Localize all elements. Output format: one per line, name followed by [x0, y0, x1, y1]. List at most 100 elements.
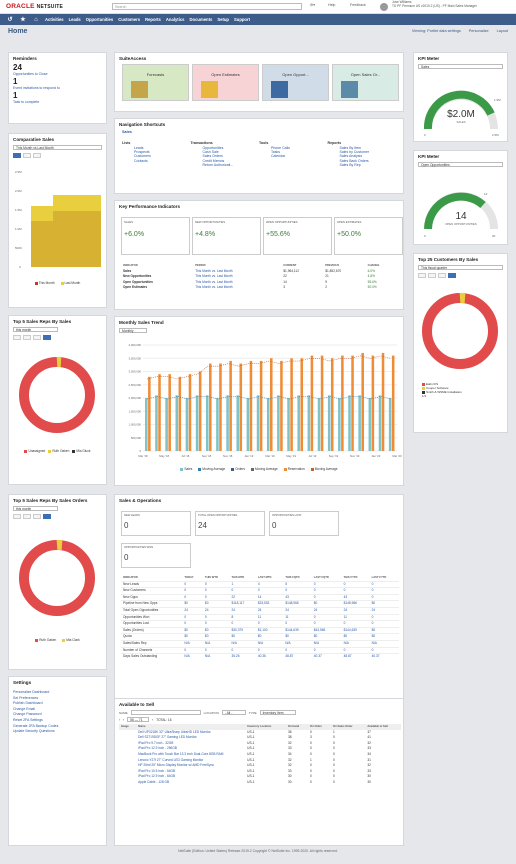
legend-item[interactable]: Sales — [180, 467, 192, 471]
table-cell[interactable]: N/A — [204, 654, 211, 659]
table-cell[interactable]: N/A — [231, 640, 237, 645]
table-cell[interactable]: N/A — [343, 640, 349, 645]
table-cell[interactable]: 0 — [343, 588, 346, 593]
star-icon[interactable]: ★ — [20, 17, 26, 23]
table-cell[interactable]: 0 — [313, 614, 316, 619]
line-chart-icon[interactable] — [23, 153, 31, 158]
table-cell[interactable]: $0 — [184, 634, 188, 639]
table-cell[interactable]: 0 — [313, 594, 316, 599]
chart-type-icon[interactable] — [23, 335, 31, 340]
next-page-icon[interactable]: › — [123, 717, 125, 722]
table-cell[interactable]: 24 — [285, 607, 289, 612]
kpi-sales-box[interactable]: SALES +6.0% — [121, 217, 190, 255]
donut-chart-icon[interactable] — [43, 335, 51, 340]
column-header[interactable]: On Order — [310, 725, 322, 728]
table-cell[interactable]: 0 — [257, 588, 260, 593]
table-cell[interactable]: 35.26 — [231, 654, 240, 659]
shortcut-link[interactable]: Contacts — [134, 158, 148, 163]
table-cell[interactable]: This Month vs. Last Month — [195, 279, 233, 284]
next-icon[interactable]: › — [152, 717, 154, 722]
table-cell[interactable]: 0 — [257, 647, 260, 652]
chart-type-icon[interactable] — [428, 273, 436, 278]
open-sales-orders-tile[interactable]: Open Sales Or... — [332, 64, 399, 101]
table-cell[interactable]: 0 — [343, 621, 346, 626]
table-cell[interactable]: $0 — [313, 601, 318, 606]
column-header[interactable]: Image — [121, 725, 129, 728]
table-cell[interactable]: 24 — [184, 607, 188, 612]
type-select[interactable]: Inventory Item — [259, 710, 296, 715]
table-cell[interactable]: N/A — [313, 640, 320, 645]
table-cell[interactable]: 0 — [313, 621, 316, 626]
table-cell[interactable]: 0 — [371, 621, 374, 626]
open-estimates-tile[interactable]: Open Estimates — [192, 64, 259, 101]
donut-chart-icon[interactable] — [448, 273, 456, 278]
table-cell[interactable]: Lenovo Y27f 27" Curved LED Gaming Monito… — [138, 757, 204, 762]
opportunities-won-box[interactable]: OPPORTUNITIES WON 0 — [121, 543, 191, 568]
table-cell[interactable]: N/A — [371, 640, 377, 645]
open-opportunities-box[interactable]: TOTAL OPEN OPPORTUNITIES 24 — [195, 511, 265, 536]
chart-type-icon[interactable] — [13, 514, 21, 519]
legend-item[interactable]: Moving Average — [310, 467, 338, 471]
table-cell[interactable]: 0 — [371, 588, 374, 593]
table-cell[interactable]: Apple Cable - 128 GB — [138, 779, 170, 784]
table-cell[interactable]: 8 — [231, 614, 234, 619]
period-select[interactable]: This Month vs Last Month — [13, 145, 102, 150]
period-select[interactable]: This fiscal quarter — [418, 265, 503, 270]
shortcut-link[interactable]: Sales Orders — [202, 154, 223, 159]
table-cell[interactable]: 0 — [313, 647, 316, 652]
table-cell[interactable]: 0 — [204, 614, 207, 619]
table-cell[interactable]: Dell UP3218K 32" UltraSharp UltraHD LED … — [138, 729, 211, 734]
settings-link[interactable]: Publish Dashboard — [13, 701, 43, 706]
chart-type-icon[interactable] — [438, 273, 446, 278]
recent-icon[interactable]: ↺ — [7, 17, 13, 23]
chart-type-icon[interactable] — [13, 335, 21, 340]
table-cell[interactable]: 40.37 — [371, 654, 380, 659]
table-cell[interactable]: 0 — [285, 647, 288, 652]
chart-type-icon[interactable] — [33, 514, 41, 519]
table-cell[interactable]: N/A — [184, 640, 190, 645]
table-cell[interactable]: 0 — [231, 621, 234, 626]
table-cell[interactable]: $0 — [204, 634, 209, 639]
table-cell[interactable]: $0 — [371, 634, 376, 639]
location-select[interactable]: - All - — [221, 710, 246, 715]
table-cell[interactable]: 5 — [285, 581, 288, 586]
table-cell[interactable]: $0 — [184, 601, 188, 606]
table-cell[interactable]: 0 — [231, 647, 234, 652]
legend-item[interactable]: Moving Average — [250, 467, 278, 471]
shortcut-link[interactable]: Calendar — [271, 154, 286, 159]
nav-setup[interactable]: Setup — [217, 17, 229, 22]
table-cell[interactable]: 24 — [204, 607, 209, 612]
table-cell[interactable]: 0 — [371, 614, 374, 619]
table-cell[interactable]: 0 — [184, 614, 187, 619]
legend-pager[interactable]: 1/4 — [422, 394, 427, 398]
table-cell[interactable]: N/A — [184, 654, 190, 659]
area-chart-icon[interactable] — [13, 153, 21, 158]
shortcut-link[interactable]: Sales Analysis — [339, 154, 363, 159]
table-cell[interactable]: 0 — [371, 581, 374, 586]
legend-item[interactable]: Reservation — [283, 467, 305, 471]
table-cell[interactable]: 0 — [343, 581, 346, 586]
nav-documents[interactable]: Documents — [189, 17, 213, 22]
nav-customers[interactable]: Customers — [118, 17, 141, 22]
open-opportunities-tile[interactable]: Open Opport... — [262, 64, 329, 101]
table-cell[interactable]: iPad Pro 9.7 inch - 32GB — [138, 740, 174, 745]
table-cell[interactable]: 0 — [204, 647, 207, 652]
table-cell[interactable]: 0 — [371, 594, 374, 599]
table-cell[interactable]: 40.36 — [257, 654, 266, 659]
nav-activities[interactable]: Activities — [45, 17, 64, 22]
table-cell[interactable]: $43,565 — [313, 627, 326, 632]
column-header[interactable]: Name — [138, 725, 146, 728]
page-select[interactable]: 56 — 71 — [127, 717, 150, 722]
settings-link[interactable]: Update Security Questions — [13, 729, 55, 734]
table-cell[interactable]: 0 — [184, 647, 187, 652]
table-cell[interactable]: This Month vs. Last Month — [195, 274, 233, 279]
table-cell[interactable]: $0 — [371, 601, 376, 606]
shortcut-link[interactable]: Customers — [134, 154, 151, 159]
table-cell[interactable]: 0 — [257, 621, 260, 626]
table-cell[interactable]: 0 — [313, 581, 316, 586]
table-cell[interactable]: iPad Pro 10.5 inch - 64GB — [138, 768, 176, 773]
table-cell[interactable]: N/A — [204, 640, 211, 645]
table-cell[interactable]: 24 — [257, 607, 262, 612]
table-cell[interactable]: 0 — [204, 621, 207, 626]
settings-link[interactable]: Reset 2FA Settings — [13, 717, 43, 722]
